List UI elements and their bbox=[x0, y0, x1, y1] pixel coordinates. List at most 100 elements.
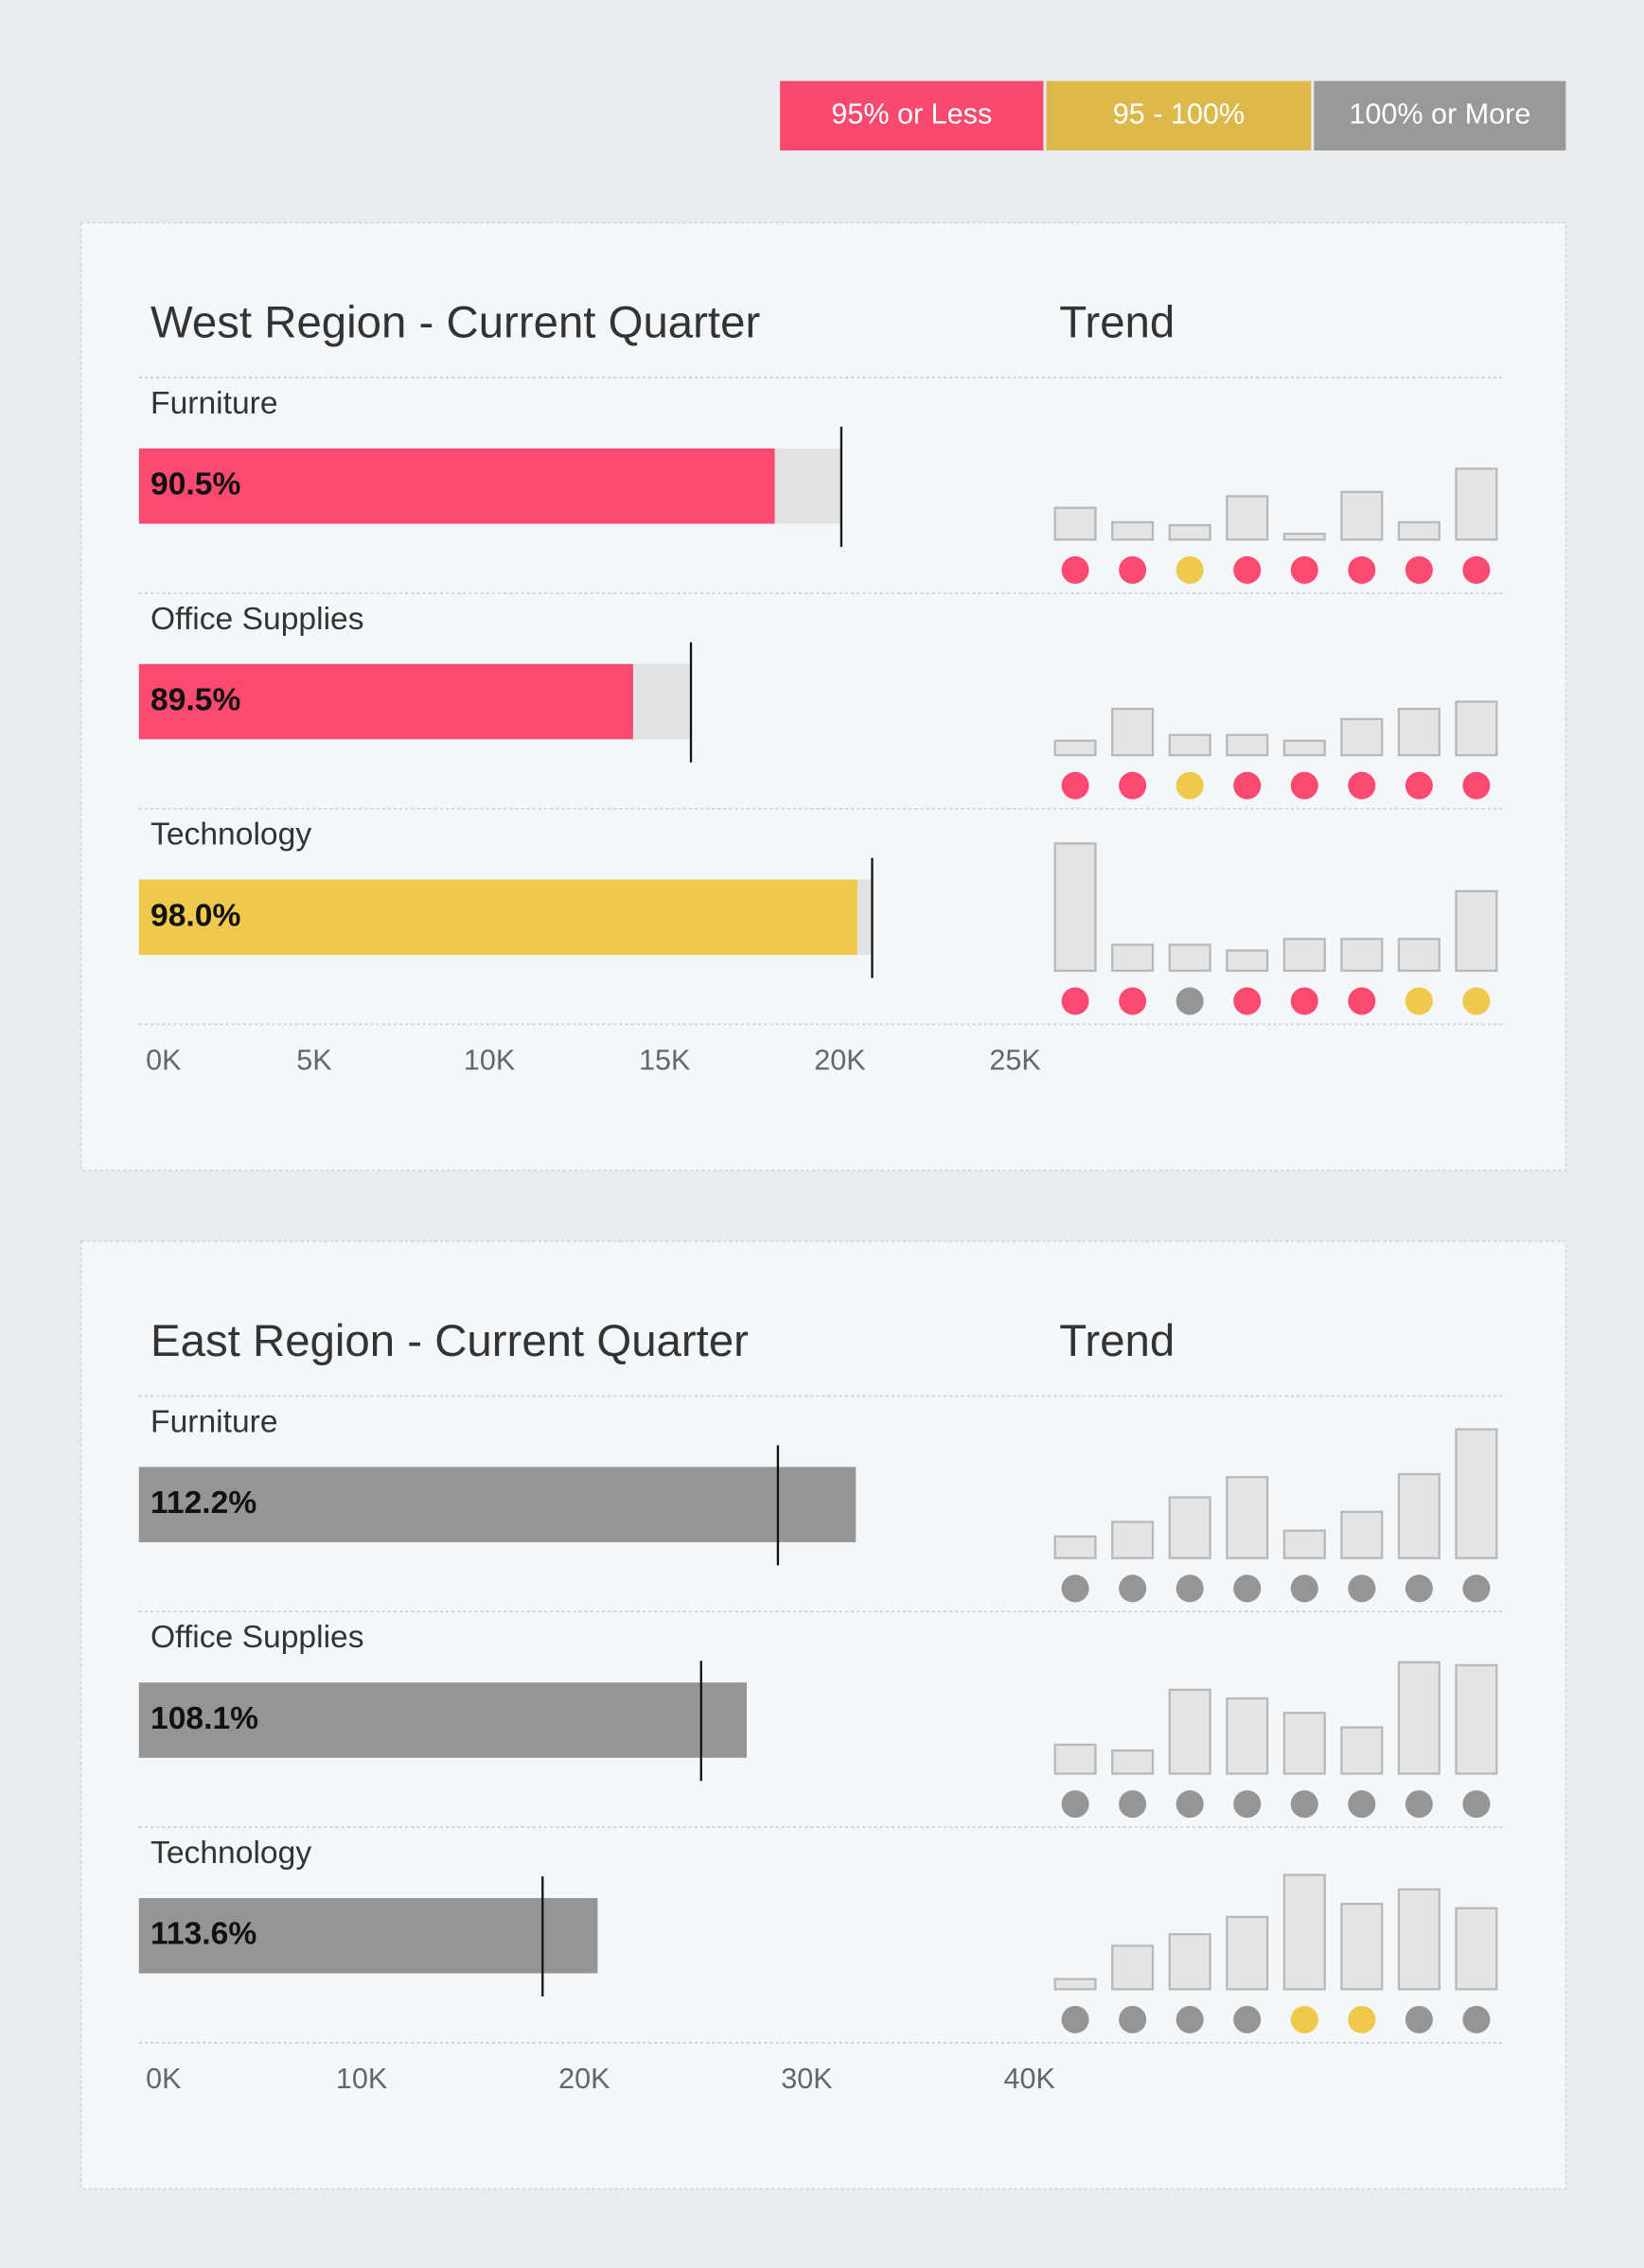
trend-bar bbox=[1111, 943, 1155, 973]
trend-dot bbox=[1405, 1790, 1433, 1819]
trend-dot bbox=[1176, 555, 1204, 584]
legend-swatch bbox=[1314, 80, 1566, 151]
trend-bar bbox=[1226, 1475, 1269, 1559]
chart-title: East Region - Current Quarter bbox=[150, 1316, 749, 1366]
trend-dot bbox=[1348, 2005, 1376, 2033]
trend-bar bbox=[1340, 1903, 1384, 1991]
category-label: Office Supplies bbox=[150, 602, 364, 637]
trend-title: Trend bbox=[1059, 1316, 1175, 1366]
trend-dot bbox=[1176, 2005, 1204, 2033]
trend-bar bbox=[1168, 943, 1211, 973]
trend-dot bbox=[1233, 555, 1262, 584]
x-tick-label: 0K bbox=[146, 1044, 182, 1076]
value-label: 113.6% bbox=[150, 1917, 256, 1952]
trend-bar bbox=[1282, 1712, 1326, 1775]
trend-dot bbox=[1061, 1574, 1089, 1603]
trend-bar bbox=[1397, 520, 1441, 541]
trend-dot bbox=[1348, 771, 1376, 800]
trend-bar bbox=[1340, 490, 1384, 541]
trend-bar bbox=[1111, 1944, 1155, 1991]
trend-bar bbox=[1111, 708, 1155, 757]
trend-dot bbox=[1119, 771, 1147, 800]
x-tick-label: 25K bbox=[989, 1044, 1041, 1076]
trend-dot bbox=[1119, 555, 1147, 584]
legend-label: 100% or More bbox=[1349, 97, 1530, 130]
trend-bar bbox=[1455, 889, 1498, 973]
legend-label: 95% or Less bbox=[831, 97, 992, 130]
trend-bar bbox=[1340, 1510, 1384, 1559]
trend-dot bbox=[1405, 2005, 1433, 2033]
value-label: 89.5% bbox=[150, 682, 240, 717]
trend-dot bbox=[1462, 2005, 1491, 2033]
trend-bar bbox=[1226, 949, 1269, 973]
legend-swatch bbox=[780, 80, 1044, 151]
trend-bar bbox=[1168, 523, 1211, 541]
value-label: 112.2% bbox=[150, 1486, 256, 1521]
trend-bar bbox=[1397, 708, 1441, 757]
trend-dot bbox=[1462, 555, 1491, 584]
trend-bar bbox=[1340, 938, 1384, 973]
trend-dot bbox=[1348, 1790, 1376, 1819]
trend-dot bbox=[1176, 1790, 1204, 1819]
trend-bar bbox=[1340, 1726, 1384, 1775]
trend-bar bbox=[1397, 938, 1441, 973]
trend-bar bbox=[1455, 1663, 1498, 1775]
value-label: 98.0% bbox=[150, 898, 240, 933]
x-tick-label: 10K bbox=[464, 1044, 516, 1076]
trend-bar bbox=[1397, 1661, 1441, 1775]
trend-dot bbox=[1462, 987, 1491, 1015]
trend-dot bbox=[1061, 1790, 1089, 1819]
trend-dot bbox=[1462, 1790, 1491, 1819]
x-tick-label: 15K bbox=[639, 1044, 691, 1076]
trend-dot bbox=[1348, 987, 1376, 1015]
x-tick-label: 30K bbox=[781, 2063, 833, 2095]
trend-bar bbox=[1455, 467, 1498, 541]
category-label: Furniture bbox=[150, 1404, 278, 1439]
trend-bar bbox=[1226, 1697, 1269, 1775]
chart-title: West Region - Current Quarter bbox=[150, 298, 760, 348]
x-tick-label: 20K bbox=[814, 1044, 866, 1076]
trend-bar bbox=[1168, 1933, 1211, 1991]
trend-bar bbox=[1053, 1743, 1097, 1775]
value-label: 108.1% bbox=[150, 1701, 258, 1736]
trend-dot bbox=[1061, 2005, 1089, 2033]
trend-bar bbox=[1282, 533, 1326, 541]
trend-dot bbox=[1233, 987, 1262, 1015]
trend-bar bbox=[1168, 733, 1211, 757]
trend-bar bbox=[1053, 506, 1097, 541]
trend-dot bbox=[1061, 987, 1089, 1015]
bar bbox=[138, 1467, 857, 1542]
category-label: Furniture bbox=[150, 386, 278, 421]
trend-bar bbox=[1226, 733, 1269, 757]
trend-bar bbox=[1053, 739, 1097, 757]
trend-bar bbox=[1282, 938, 1326, 973]
x-tick-label: 10K bbox=[336, 2063, 388, 2095]
trend-dot bbox=[1290, 771, 1318, 800]
trend-dot bbox=[1348, 1574, 1376, 1603]
trend-dot bbox=[1119, 1574, 1147, 1603]
trend-bar bbox=[1111, 1521, 1155, 1559]
trend-dot bbox=[1176, 987, 1204, 1015]
trend-dot bbox=[1176, 771, 1204, 800]
bar bbox=[138, 1898, 598, 1974]
trend-dot bbox=[1290, 987, 1318, 1015]
trend-bar bbox=[1282, 1873, 1326, 1991]
trend-dot bbox=[1290, 1574, 1318, 1603]
trend-bar bbox=[1053, 1535, 1097, 1559]
trend-bar bbox=[1282, 739, 1326, 757]
x-tick-label: 0K bbox=[146, 2063, 182, 2095]
trend-dot bbox=[1233, 1574, 1262, 1603]
trend-bar bbox=[1397, 1472, 1441, 1559]
trend-dot bbox=[1233, 771, 1262, 800]
value-label: 90.5% bbox=[150, 467, 240, 502]
legend-label: 95 - 100% bbox=[1113, 97, 1245, 130]
trend-bar bbox=[1397, 1888, 1441, 1991]
bar bbox=[138, 879, 857, 956]
trend-bar bbox=[1455, 700, 1498, 757]
trend-dot bbox=[1348, 555, 1376, 584]
trend-bar bbox=[1282, 1529, 1326, 1559]
trend-bar bbox=[1455, 1907, 1498, 1991]
trend-bar bbox=[1053, 1978, 1097, 1991]
trend-dot bbox=[1405, 771, 1433, 800]
